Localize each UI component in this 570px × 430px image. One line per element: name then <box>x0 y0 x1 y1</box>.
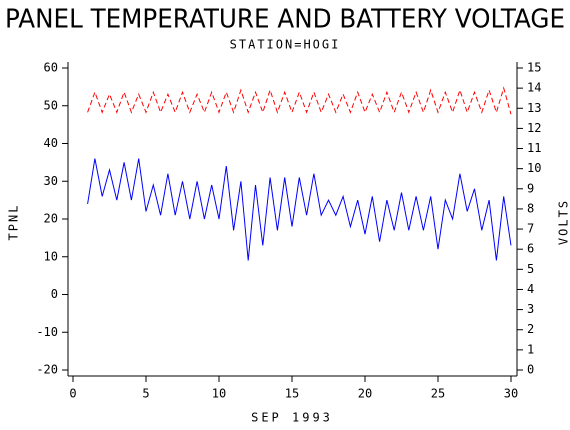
y-tick-label: 40 <box>44 136 58 150</box>
x-tick-label: 10 <box>212 387 226 401</box>
y2-tick-label: 11 <box>527 141 541 155</box>
y2-tick-label: 5 <box>527 262 534 276</box>
y2-tick-label: 9 <box>527 181 534 195</box>
y-tick-label: 10 <box>44 249 58 263</box>
y2-tick-label: 14 <box>527 81 541 95</box>
x-tick-label: 0 <box>69 387 76 401</box>
y-tick-label: 60 <box>44 61 58 75</box>
y2-tick-label: 3 <box>527 302 534 316</box>
x-axis-label: SEP 1993 <box>251 411 333 425</box>
y2-tick-label: 13 <box>527 101 541 115</box>
y2-tick-label: 8 <box>527 201 534 215</box>
y-tick-label: 30 <box>44 174 58 188</box>
chart-title: PANEL TEMPERATURE AND BATTERY VOLTAGE <box>5 5 565 35</box>
chart-subtitle: STATION=HOGI <box>230 38 341 52</box>
y2-tick-label: 2 <box>527 322 534 336</box>
x-tick-label: 15 <box>285 387 299 401</box>
y2-axis-label: VOLTS <box>557 199 570 245</box>
x-tick-label: 5 <box>142 387 149 401</box>
y-tick-label: 20 <box>44 212 58 226</box>
x-tick-label: 20 <box>358 387 372 401</box>
x-tick-label: 30 <box>504 387 518 401</box>
y2-tick-label: 1 <box>527 342 534 356</box>
y-tick-label: -10 <box>36 325 58 339</box>
y2-tick-label: 7 <box>527 222 534 236</box>
y2-tick-label: 12 <box>527 121 541 135</box>
y-tick-label: 50 <box>44 98 58 112</box>
y2-tick-label: 6 <box>527 242 534 256</box>
y2-tick-label: 10 <box>527 161 541 175</box>
x-tick-label: 25 <box>431 387 445 401</box>
y2-tick-label: 4 <box>527 282 534 296</box>
y2-tick-label: 0 <box>527 363 534 377</box>
y-tick-label: 0 <box>51 287 58 301</box>
y-axis-label: TPNL <box>7 204 21 241</box>
y-tick-label: -20 <box>36 363 58 377</box>
y2-tick-label: 15 <box>527 61 541 75</box>
series-line <box>87 86 512 115</box>
series-line <box>87 158 512 261</box>
